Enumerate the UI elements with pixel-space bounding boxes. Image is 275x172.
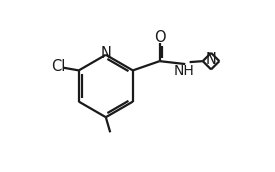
Text: NH: NH xyxy=(174,64,194,78)
Text: Cl: Cl xyxy=(51,58,65,73)
Text: N: N xyxy=(100,46,111,61)
Text: O: O xyxy=(154,30,166,45)
Text: N: N xyxy=(206,52,216,67)
